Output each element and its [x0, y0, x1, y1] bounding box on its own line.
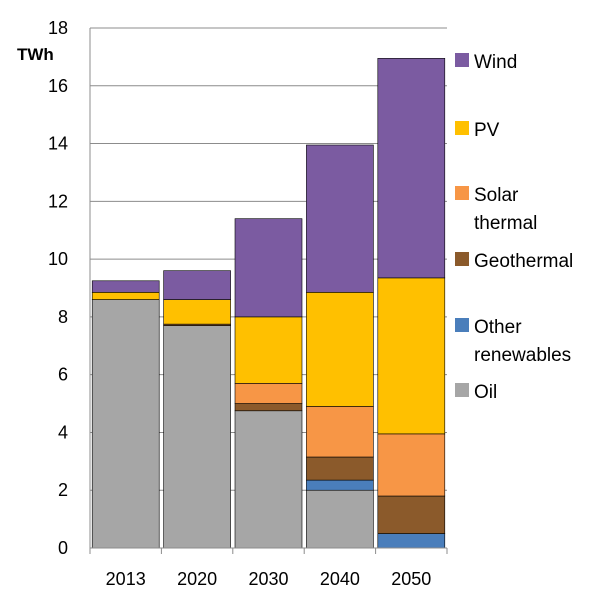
bar-segment-solar-thermal-2030 — [234, 383, 303, 404]
bar-segment-wind-2030 — [234, 218, 303, 318]
legend-item: Solar thermal — [455, 185, 537, 234]
legend-label: Wind — [474, 52, 517, 73]
legend-label: PV — [474, 120, 500, 141]
bar-segment-oil-2020 — [163, 325, 231, 549]
legend-label: Solar — [474, 185, 519, 206]
y-tick-label: 12 — [48, 191, 68, 211]
y-tick-label: 4 — [58, 422, 68, 442]
legend-swatch — [455, 121, 469, 135]
legend-item: Oil — [455, 382, 497, 403]
bar-segment-pv-2050 — [377, 277, 446, 435]
bar-segment-geothermal-2040 — [306, 456, 374, 481]
y-tick-label: 2 — [58, 480, 68, 500]
bar-segment-wind-2050 — [377, 58, 446, 279]
y-tick-label: 18 — [48, 18, 68, 38]
y-axis-unit-label: TWh — [17, 45, 54, 64]
y-tick-label: 16 — [48, 76, 68, 96]
legend-label: Geothermal — [474, 251, 573, 272]
y-tick-label: 0 — [58, 538, 68, 558]
legend-swatch — [455, 318, 469, 332]
bar-segment-solar-thermal-2040 — [306, 406, 374, 458]
bar-segment-other-renewables-2050 — [377, 533, 446, 549]
legend-item: Geothermal — [455, 251, 573, 272]
bar-segment-other-renewables-2040 — [306, 479, 374, 491]
bar-segment-wind-2020 — [163, 270, 231, 300]
legend-item: Other renewables — [455, 317, 571, 366]
bar-segment-geothermal-2050 — [377, 495, 446, 534]
bar-segment-oil-2030 — [234, 410, 303, 549]
bar-segment-oil-2040 — [306, 489, 374, 549]
legend-swatch — [455, 53, 469, 67]
x-tick-label: 2013 — [106, 569, 146, 589]
bar-segment-wind-2040 — [306, 144, 374, 293]
bar-segment-oil-2013 — [91, 299, 160, 549]
y-tick-label: 10 — [48, 249, 68, 269]
legend-label: renewables — [474, 345, 571, 366]
legend-label: thermal — [474, 213, 537, 234]
bar-segment-pv-2020 — [163, 299, 231, 325]
legend-item: Wind — [455, 52, 517, 73]
legend-label: Other — [474, 317, 522, 338]
x-tick-label: 2020 — [177, 569, 217, 589]
axes: 0 2 4 6 8 10 12 14 16 18 2013 2020 2030 2040 2050 — [48, 18, 448, 589]
bar-segment-solar-thermal-2050 — [377, 433, 446, 497]
bar-segment-pv-2040 — [306, 292, 374, 407]
legend-label: Oil — [474, 382, 497, 403]
bar-segment-pv-2030 — [234, 316, 303, 384]
bars — [91, 58, 446, 549]
y-tick-label: 6 — [58, 365, 68, 385]
x-tick-label: 2030 — [248, 569, 288, 589]
legend-item: PV — [455, 120, 500, 141]
y-tick-label: 14 — [48, 134, 68, 154]
bar-segment-pv-2013 — [91, 292, 160, 300]
legend-swatch — [455, 383, 469, 397]
legend-swatch — [455, 252, 469, 266]
legend: Wind PV Solar thermal Geothermal Other renewab… — [455, 52, 573, 403]
y-tick-label: 8 — [58, 307, 68, 327]
bar-segment-geothermal-2030 — [234, 403, 303, 412]
bar-segment-wind-2013 — [91, 280, 160, 293]
x-tick-label: 2050 — [391, 569, 431, 589]
x-tick-label: 2040 — [320, 569, 360, 589]
legend-swatch — [455, 186, 469, 200]
